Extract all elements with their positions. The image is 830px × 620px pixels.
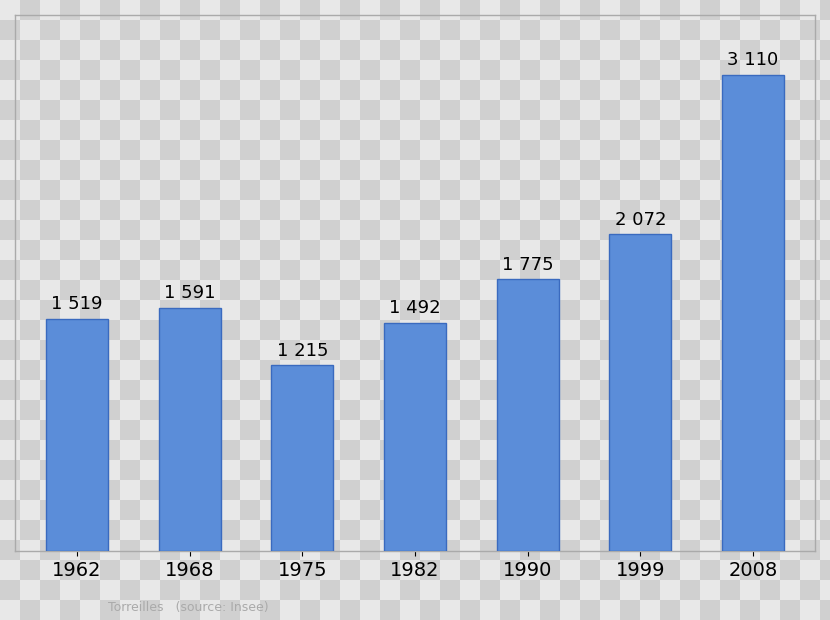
Bar bbox=[609, 234, 671, 551]
Text: 1 215: 1 215 bbox=[276, 342, 328, 360]
Text: Torreilles   (source: Insee): Torreilles (source: Insee) bbox=[108, 601, 269, 614]
Bar bbox=[722, 75, 784, 551]
Text: 2 072: 2 072 bbox=[614, 211, 666, 229]
Bar bbox=[46, 319, 108, 551]
Bar bbox=[384, 323, 446, 551]
Bar bbox=[159, 308, 221, 551]
Bar bbox=[271, 365, 334, 551]
Text: 1 591: 1 591 bbox=[164, 284, 216, 302]
Text: 1 519: 1 519 bbox=[51, 295, 103, 313]
Bar bbox=[496, 280, 559, 551]
Text: 3 110: 3 110 bbox=[727, 51, 779, 69]
Text: 1 492: 1 492 bbox=[389, 299, 441, 317]
Text: 1 775: 1 775 bbox=[502, 256, 554, 274]
